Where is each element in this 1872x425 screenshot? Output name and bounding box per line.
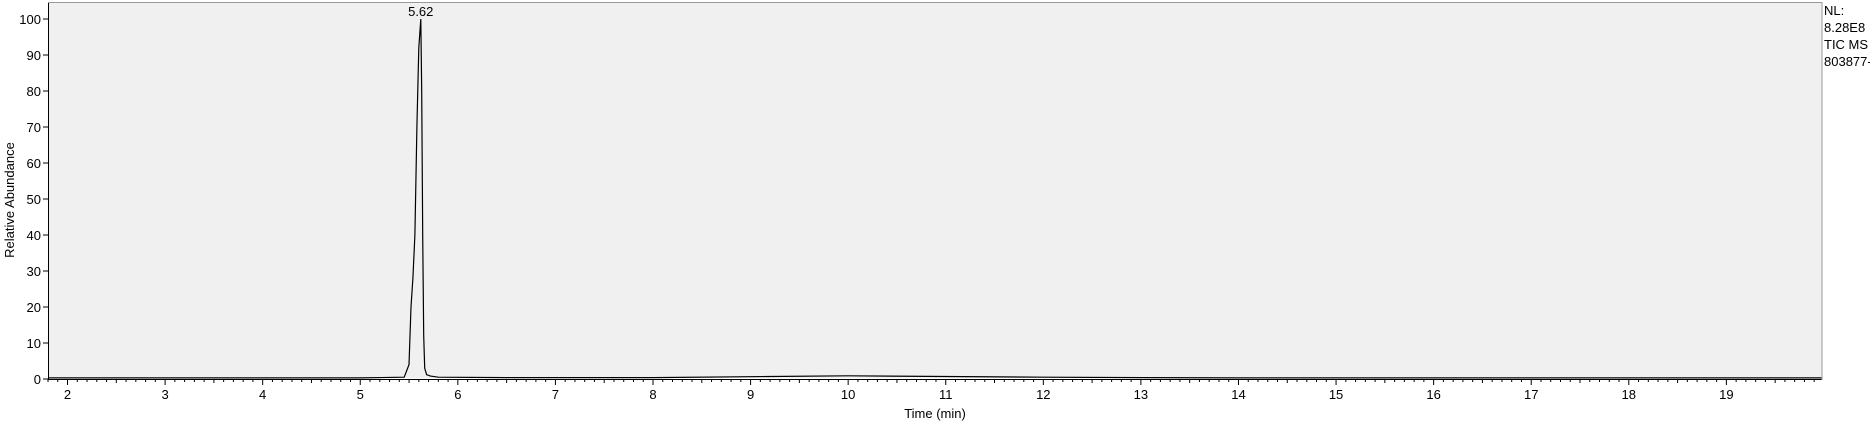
x-tick-label: 6 — [454, 387, 461, 402]
info-line-nl: NL: — [1824, 3, 1845, 18]
x-tick-label: 9 — [747, 387, 754, 402]
x-tick-label: 7 — [552, 387, 559, 402]
x-tick-label: 13 — [1134, 387, 1148, 402]
info-line-sample-id: 803877- — [1824, 54, 1870, 69]
x-axis-title: Time (min) — [904, 406, 966, 421]
y-tick-label: 40 — [27, 228, 41, 243]
x-tick-label: 16 — [1426, 387, 1440, 402]
info-panel: NL: 8.28E8 TIC MS 803877- — [1824, 2, 1870, 70]
x-axis: 2 3 4 5 6 7 8 9 10 11 12 13 14 15 16 17 18 19 — [47, 379, 1815, 402]
info-line-nl-value: 8.28E8 — [1824, 20, 1866, 35]
x-tick-label: 15 — [1329, 387, 1343, 402]
info-line-scan-type: TIC MS — [1824, 37, 1869, 52]
y-axis: 0 10 20 30 40 50 60 70 80 90 100 — [19, 12, 48, 387]
x-tick-label: 19 — [1719, 387, 1733, 402]
x-tick-label: 4 — [259, 387, 266, 402]
x-tick-label: 14 — [1231, 387, 1245, 402]
y-tick-label: 10 — [27, 336, 41, 351]
y-tick-label: 80 — [27, 84, 41, 99]
x-tick-label: 5 — [357, 387, 364, 402]
x-tick-label: 11 — [939, 387, 953, 402]
peak-label: 5.62 — [408, 4, 433, 19]
x-tick-label: 10 — [841, 387, 855, 402]
y-tick-label: 60 — [27, 156, 41, 171]
plot-area — [48, 2, 1822, 378]
x-tick-label: 12 — [1036, 387, 1050, 402]
y-tick-label: 30 — [27, 264, 41, 279]
y-tick-label: 90 — [27, 48, 41, 63]
x-tick-label: 2 — [64, 387, 71, 402]
y-tick-label: 70 — [27, 120, 41, 135]
y-tick-label: 100 — [19, 12, 41, 27]
y-axis-title: Relative Abundance — [2, 142, 17, 258]
y-tick-label: 0 — [34, 372, 41, 387]
tic-trace — [48, 18, 1822, 379]
x-tick-label: 3 — [161, 387, 168, 402]
x-tick-label: 8 — [649, 387, 656, 402]
y-tick-label: 50 — [27, 192, 41, 207]
x-tick-label: 17 — [1524, 387, 1538, 402]
x-tick-label: 18 — [1622, 387, 1636, 402]
y-tick-label: 20 — [27, 300, 41, 315]
